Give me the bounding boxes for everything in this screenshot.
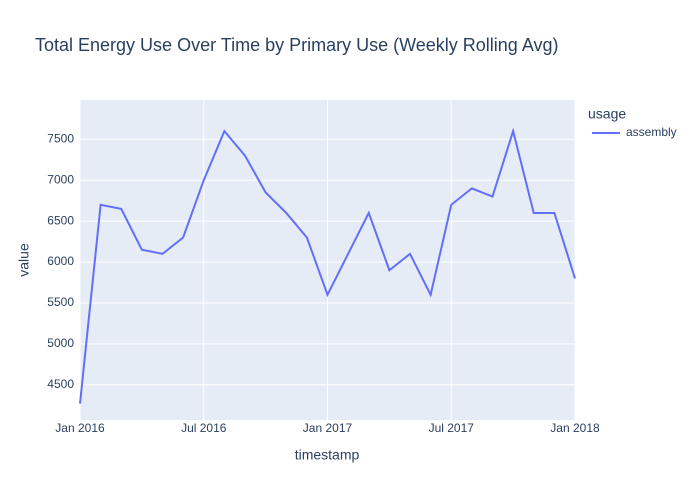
y-tick-label: 6500 bbox=[47, 213, 74, 227]
y-tick-label: 5500 bbox=[47, 295, 74, 309]
legend-label: assembly bbox=[626, 125, 677, 139]
x-tick-label: Jan 2016 bbox=[55, 421, 105, 435]
x-tick-label: Jan 2018 bbox=[550, 421, 600, 435]
y-tick-label: 4500 bbox=[47, 377, 74, 391]
x-tick-label: Jan 2017 bbox=[303, 421, 353, 435]
y-tick-label: 6000 bbox=[47, 254, 74, 268]
x-tick-label: Jul 2017 bbox=[429, 421, 475, 435]
line-series bbox=[79, 127, 576, 404]
legend-title: usage bbox=[588, 106, 626, 122]
y-axis-title: value bbox=[16, 243, 32, 277]
chart-title: Total Energy Use Over Time by Primary Us… bbox=[35, 35, 559, 55]
y-tick-label: 7500 bbox=[47, 131, 74, 145]
x-axis-title: timestamp bbox=[295, 447, 360, 463]
y-tick-label: 5000 bbox=[47, 336, 74, 350]
y-tick-label: 7000 bbox=[47, 172, 74, 186]
x-tick-label: Jul 2016 bbox=[181, 421, 227, 435]
